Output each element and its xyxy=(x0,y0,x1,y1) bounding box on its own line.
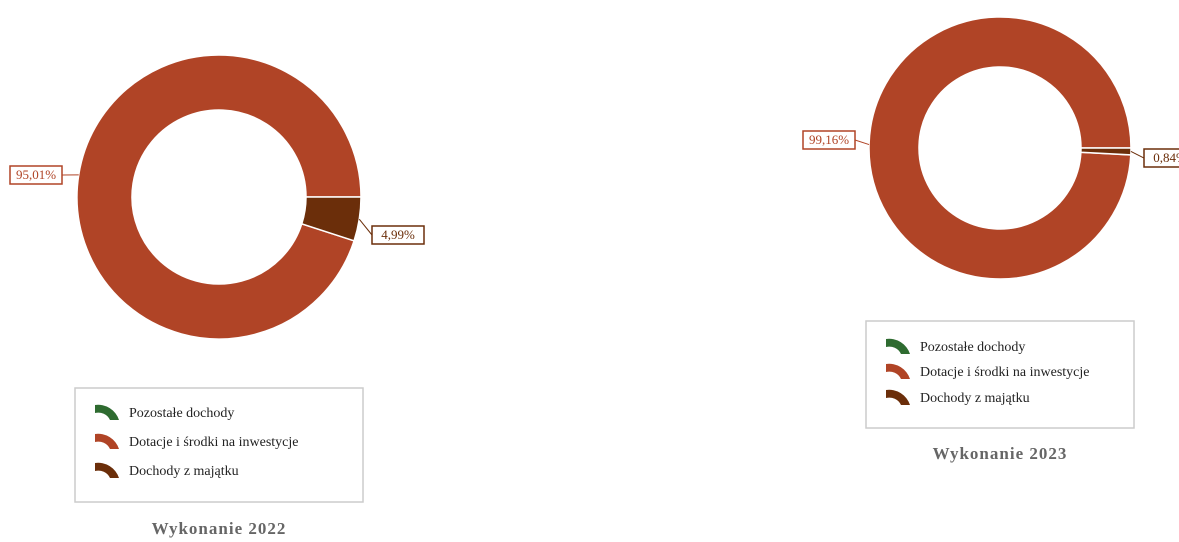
donut-slice xyxy=(300,196,362,242)
legend-icon xyxy=(886,389,910,405)
leader-line xyxy=(1130,151,1145,159)
data-label: 95,01% xyxy=(16,167,56,182)
legend-label: Pozostałe dochody xyxy=(920,340,1025,355)
legend-label: Pozostałe dochody xyxy=(129,406,234,421)
legend-box xyxy=(74,387,364,503)
legend-label: Dochody z majątku xyxy=(920,391,1030,406)
label-box xyxy=(802,130,856,150)
label-box xyxy=(1143,148,1179,168)
chart-title: Wykonanie 2023 xyxy=(933,444,1068,463)
legend-icon xyxy=(886,338,910,354)
legend-icon xyxy=(95,433,119,449)
donut-slice xyxy=(868,16,1132,280)
legend-box xyxy=(865,320,1135,429)
legend-label: Dotacje i środki na inwestycje xyxy=(129,435,299,450)
legend-label: Dotacje i środki na inwestycje xyxy=(920,365,1090,380)
legend-icon xyxy=(886,363,910,379)
leader-line xyxy=(358,218,373,236)
chart-title: Wykonanie 2022 xyxy=(152,519,287,538)
label-box xyxy=(371,225,425,245)
leader-line xyxy=(854,139,870,146)
legend-icon xyxy=(95,404,119,420)
legend-icon xyxy=(95,462,119,478)
donut-slice xyxy=(76,54,362,340)
legend-label: Dochody z majątku xyxy=(129,464,239,479)
data-label: 99,16% xyxy=(809,132,849,147)
data-label: 0,84% xyxy=(1153,150,1179,165)
label-box xyxy=(9,165,63,185)
data-label: 4,99% xyxy=(381,227,415,242)
donut-slice xyxy=(1080,147,1132,156)
